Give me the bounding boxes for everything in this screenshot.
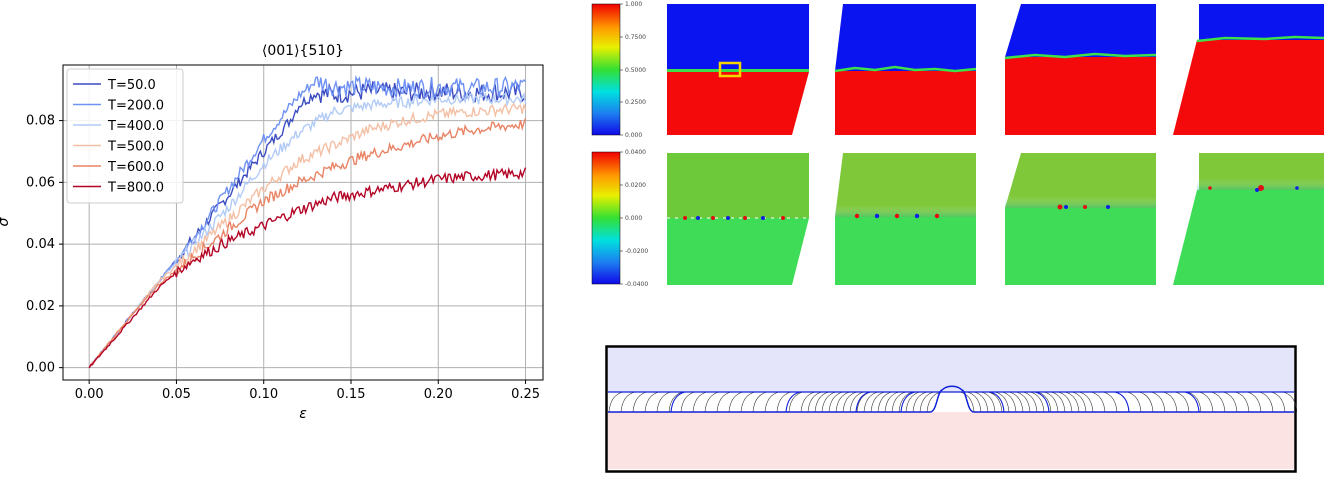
x-tick-label: 0.25 <box>511 387 540 402</box>
series-line <box>88 118 527 368</box>
legend-label: T=50.0 <box>107 78 156 93</box>
lower-interface-line <box>608 385 1294 413</box>
field-snapshots: 1.000 0.7500 0.5000 0.2500 0.000 0.0400 … <box>591 1 1325 288</box>
colorbar-bottom-label: 0.000 <box>625 215 642 222</box>
stress-snapshot-3 <box>1005 153 1156 285</box>
y-tick-label: 0.00 <box>26 361 55 376</box>
colorbar-bottom-label: 0.0200 <box>625 182 646 189</box>
colorbar-top-label: 0.7500 <box>625 34 646 41</box>
legend-box <box>66 68 184 204</box>
lower-phase-region <box>608 412 1294 469</box>
chart-title: ⟨001⟩{510} <box>262 43 344 59</box>
x-axis-label: ε <box>299 406 307 422</box>
legend-label: T=400.0 <box>107 119 164 134</box>
y-axis-label: σ <box>0 216 12 226</box>
colorbar-top-label: 0.5000 <box>625 67 646 74</box>
interface-schematic <box>605 345 1297 473</box>
colorbar-bottom-ticks <box>620 151 623 285</box>
colorbar-top-label: 0.000 <box>625 132 642 139</box>
y-tick-label: 0.04 <box>26 237 55 252</box>
x-tick-label: 0.20 <box>424 387 453 402</box>
colorbar-bottom-label: 0.0400 <box>625 149 646 156</box>
stress-snapshot-2 <box>835 153 976 285</box>
stress-snapshot-4 <box>1173 153 1324 285</box>
legend-label: T=500.0 <box>107 140 164 155</box>
y-tick-label: 0.02 <box>26 299 55 314</box>
axis-ticks: 0.00 0.05 0.10 0.15 0.20 0.25 0.00 0.02 0.04 0.06… <box>26 114 540 402</box>
highlight-box <box>718 61 742 78</box>
legend-label: T=200.0 <box>107 99 164 114</box>
legend: T=50.0 T=200.0 T=400.0 T=500.0 T=600.0 T=800.… <box>66 68 184 204</box>
x-tick-label: 0.05 <box>162 387 191 402</box>
phase-snapshot-4 <box>1173 4 1325 135</box>
x-tick-label: 0.10 <box>249 387 278 402</box>
stress-snapshot-1 <box>667 153 809 285</box>
x-tick-label: 0.00 <box>75 387 104 402</box>
colorbar-top <box>591 3 621 136</box>
series-line <box>88 102 527 368</box>
colorbar-bottom-label: -0.0200 <box>625 248 648 255</box>
stress-strain-chart: 0.00 0.05 0.10 0.15 0.20 0.25 0.00 0.02 0.04 0.06… <box>0 43 544 422</box>
colorbar-bottom-label: -0.0400 <box>625 281 648 288</box>
legend-label: T=600.0 <box>107 160 164 175</box>
series-line <box>88 166 527 369</box>
y-tick-label: 0.08 <box>26 114 55 129</box>
upper-phase-region <box>608 348 1294 392</box>
phase-snapshot-1 <box>667 4 809 135</box>
colorbar-top-label: 0.2500 <box>625 99 646 106</box>
y-tick-label: 0.06 <box>26 175 55 190</box>
series-lines <box>88 74 527 369</box>
colorbar-bottom <box>591 151 621 285</box>
phase-snapshot-2 <box>834 4 977 135</box>
legend-label: T=800.0 <box>107 181 164 196</box>
colorbar-top-label: 1.000 <box>625 1 642 8</box>
series-line <box>88 80 526 369</box>
colorbar-top-ticks <box>620 3 623 136</box>
phase-snapshot-3 <box>1004 4 1157 135</box>
x-tick-label: 0.15 <box>337 387 366 402</box>
